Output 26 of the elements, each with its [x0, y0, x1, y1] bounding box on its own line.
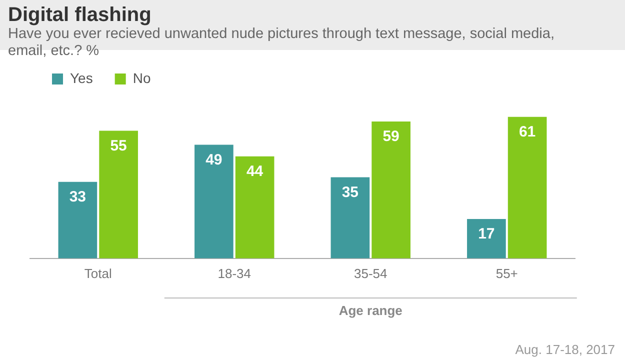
bar [508, 116, 547, 258]
data-label: 49 [206, 151, 222, 168]
data-label: 61 [518, 124, 536, 141]
text: Aug. 17-18, 2017 [515, 342, 615, 357]
bar [330, 177, 370, 258]
bar [99, 130, 138, 258]
bar [467, 218, 506, 258]
legend-label: Yes [70, 70, 93, 86]
legend-label: No [132, 70, 151, 86]
x-tick-label: 55+ [496, 266, 518, 281]
x-axis-title: Age range [338, 303, 402, 318]
bar [235, 156, 274, 258]
x-tick-label: 35-54 [354, 266, 388, 281]
x-tick-label: 18-34 [218, 266, 251, 281]
data-label: 55 [110, 137, 127, 154]
bar [58, 182, 98, 258]
data-label: 44 [246, 162, 264, 180]
chart-title: Digital flashing [8, 4, 152, 26]
chart-subtitle: Have you ever recieved unwanted nude pictures through text message, social media, email, etc.? % [8, 26, 556, 60]
data-label: 59 [382, 128, 400, 146]
data-label: 17 [478, 226, 495, 243]
bar [194, 144, 234, 258]
data-label: 33 [69, 188, 86, 206]
data-label: 35 [342, 184, 359, 201]
bar [372, 122, 410, 258]
x-tick-label: Total [84, 266, 112, 281]
